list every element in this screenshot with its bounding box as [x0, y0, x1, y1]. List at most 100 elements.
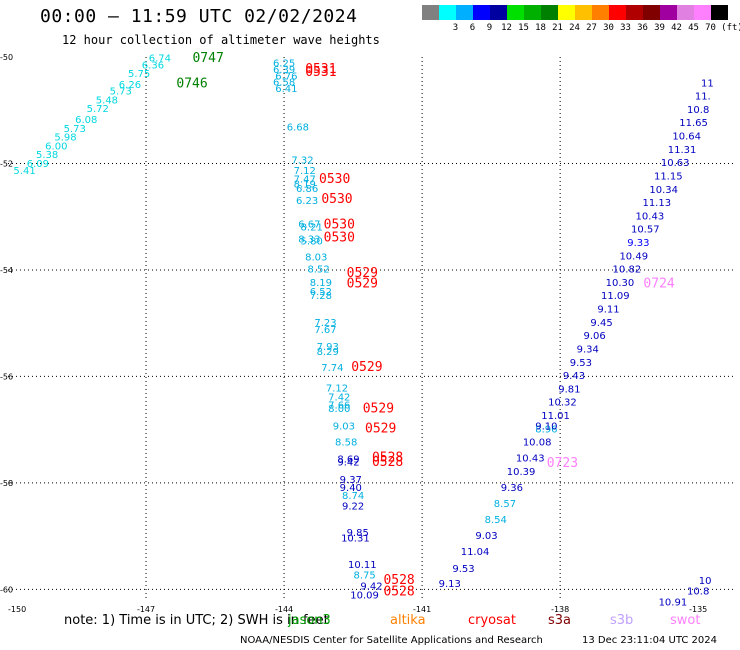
wave-height-value: 10.57: [631, 225, 660, 236]
wave-height-value: 7.74: [321, 363, 343, 374]
wave-height-value: 5.41: [13, 166, 35, 177]
lon-tick-label: -135: [689, 605, 707, 614]
wave-height-value: 8.21: [301, 223, 323, 234]
wave-height-value: 5.75: [128, 69, 150, 80]
pass-time-label: 0746: [176, 76, 207, 91]
wave-height-value: 6.67: [298, 219, 320, 230]
wave-height-value: 10.11: [348, 560, 377, 571]
wave-height-value: 10.63: [661, 158, 690, 169]
wave-height-value: 5.48: [96, 95, 118, 106]
wave-height-value: 8.33: [298, 234, 320, 245]
mission-label-altika: altika: [390, 613, 426, 628]
wave-height-value: 8.19: [294, 179, 316, 190]
scale-label: 3: [452, 23, 459, 33]
wave-height-value: 6.68: [287, 122, 309, 133]
wave-height-value: 6.41: [275, 84, 297, 95]
wave-height-value: 5.80: [301, 236, 323, 247]
lat-tick-label: -54: [0, 266, 13, 275]
scale-label: 6: [469, 23, 476, 33]
wave-height-value: 6.08: [75, 115, 97, 126]
wave-height-value: 6.36: [142, 61, 164, 72]
scale-label: 30: [603, 23, 614, 33]
scale-label: 24: [569, 23, 580, 33]
wave-height-value: 8.96: [535, 424, 557, 435]
wave-height-value: 8.58: [335, 438, 357, 449]
lon-tick-label: -150: [8, 605, 26, 614]
wave-height-value: 7.42: [328, 392, 350, 403]
wave-height-value: 9.10: [535, 422, 557, 433]
wave-height-value: 9.45: [590, 318, 612, 329]
wave-height-value: 8.00: [328, 404, 350, 415]
wave-height-value: 9.06: [584, 331, 606, 342]
wave-height-value: 6.09: [27, 159, 49, 170]
scale-swatch: [626, 5, 643, 20]
wave-height-value: 6.25: [273, 59, 295, 70]
pass-time-label: 0528: [372, 451, 403, 466]
wave-height-labels: 5.416.095.386.005.985.736.085.725.485.73…: [13, 51, 713, 609]
wave-height-value: 10.8: [687, 105, 709, 116]
pass-time-label: 0723: [547, 456, 578, 471]
footer-note: note: 1) Time is in UTC; 2) SWH is in fe…: [64, 613, 329, 628]
scale-label: 45: [688, 23, 699, 33]
wave-height-value: 11: [701, 78, 714, 89]
scale-swatch: [541, 5, 558, 20]
wave-height-value: 7.67: [314, 325, 336, 336]
wave-height-value: 9.42: [360, 581, 382, 592]
wave-height-value: 11.: [695, 92, 711, 103]
mission-label-s3a: s3a: [548, 613, 572, 628]
wave-height-value: 9.33: [627, 238, 649, 249]
wave-height-value: 8.74: [342, 491, 364, 502]
wave-height-value: 10.09: [350, 590, 379, 601]
pass-time-label: 0528: [383, 585, 414, 600]
scale-swatch: [456, 5, 473, 20]
wave-height-value: 10.43: [516, 454, 545, 465]
wave-height-value: 9.34: [577, 344, 599, 355]
scale-label: 15: [518, 23, 529, 33]
credit-text: NOAA/NESDIS Center for Satellite Applica…: [240, 635, 543, 646]
lat-tick-label: -52: [0, 159, 13, 168]
wave-height-value: 10.64: [672, 132, 701, 143]
mission-label-s3b: s3b: [610, 613, 634, 628]
wave-height-value: 11.09: [601, 291, 630, 302]
lon-tick-label: -144: [275, 605, 293, 614]
wave-height-value: 6.26: [119, 80, 141, 91]
wave-height-value: 10.30: [606, 278, 635, 289]
wave-height-value: 6.23: [296, 196, 318, 207]
wave-height-value: 7.47: [294, 175, 316, 186]
wave-height-value: 9.13: [439, 579, 461, 590]
wave-height-value: 11.01: [541, 411, 570, 422]
wave-height-value: 8.19: [310, 278, 332, 289]
wave-height-value: 9.81: [558, 384, 580, 395]
scale-label: 33: [620, 23, 631, 33]
scale-label: 42: [671, 23, 682, 33]
scale-label: 9: [486, 23, 493, 33]
pass-time-label: 0531: [305, 62, 336, 77]
wave-height-value: 8.03: [305, 252, 327, 263]
pass-time-label: 0724: [643, 277, 674, 292]
wave-height-value: 9.36: [501, 483, 523, 494]
wave-height-value: 9.37: [340, 475, 362, 486]
wave-height-value: 6.74: [149, 53, 171, 64]
scale-swatch: [558, 5, 575, 20]
pass-time-label: 0529: [363, 402, 394, 417]
scale-swatch: [677, 5, 694, 20]
wave-height-value: 10: [699, 576, 712, 587]
page-title: 00:00 – 11:59 UTC 02/02/2024: [40, 6, 358, 27]
scale-swatch: [575, 5, 592, 20]
wave-height-value: 8.57: [494, 499, 516, 510]
pass-time-label: 0529: [347, 277, 378, 292]
wave-height-value: 7.23: [314, 318, 336, 329]
scale-swatch: [592, 5, 609, 20]
lon-tick-label: -147: [137, 605, 155, 614]
wave-height-value: 11.04: [461, 547, 490, 558]
scale-label: 21: [552, 23, 563, 33]
pass-time-label: 0530: [324, 231, 355, 246]
scale-swatch: [711, 5, 728, 20]
pass-time-label: 0529: [347, 266, 378, 281]
wave-height-value: 8.29: [317, 347, 339, 358]
wave-height-value: 10.8: [687, 587, 709, 598]
wave-height-value: 10.91: [659, 597, 688, 608]
pass-time-label: 0747: [192, 51, 223, 66]
wave-height-value: 10.39: [507, 467, 536, 478]
wave-height-value: 7.66: [328, 400, 350, 411]
